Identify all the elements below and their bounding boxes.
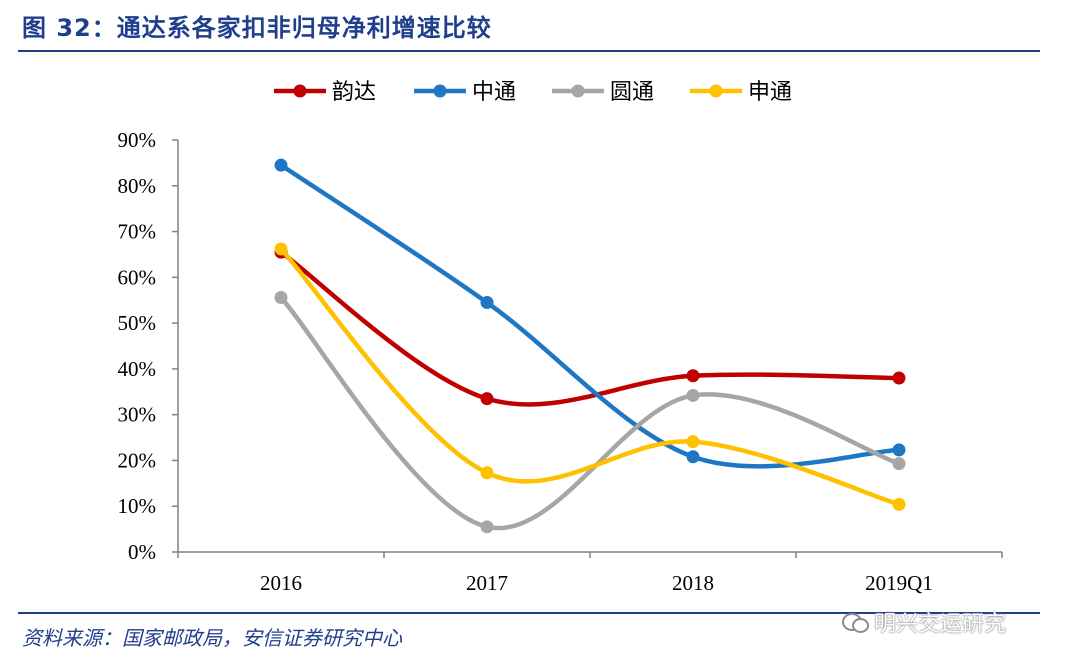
data-point: [480, 520, 494, 534]
legend-label: 圆通: [610, 80, 654, 105]
y-tick-label: 30%: [118, 403, 157, 427]
x-tick-label: 2016: [260, 571, 302, 595]
wechat-icon: [842, 611, 869, 633]
x-tick-label: 2017: [466, 571, 508, 595]
data-point: [274, 242, 288, 256]
chart-legend: 韵达 中通 圆通 申通: [274, 80, 792, 105]
y-tick-label: 40%: [118, 357, 157, 381]
data-point: [274, 158, 288, 172]
title-divider: [18, 50, 1040, 52]
x-tick-label: 2018: [672, 571, 714, 595]
legend-swatch-marker: [293, 84, 307, 98]
y-tick-label: 50%: [118, 311, 157, 335]
watermark: 明兴交运研究: [842, 606, 1006, 638]
data-point: [892, 457, 906, 471]
y-tick-label: 0%: [128, 540, 156, 564]
source-divider: [18, 612, 1040, 614]
data-point: [480, 296, 494, 310]
data-point: [480, 392, 494, 406]
data-point: [686, 369, 700, 383]
legend-label: 申通: [748, 80, 792, 105]
data-point: [686, 450, 700, 464]
source-note: 资料来源：国家邮政局，安信证券研究中心: [22, 626, 402, 650]
data-point: [686, 435, 700, 449]
chart-axes: 0% 10% 20% 30% 40% 50% 60% 70% 80% 90% 2016 2017 201…: [118, 128, 1003, 595]
y-tick-label: 70%: [118, 220, 157, 244]
series-line: [278, 295, 902, 531]
watermark-text: 明兴交运研究: [874, 612, 1007, 637]
x-tick-label: 2019Q1: [865, 571, 933, 595]
y-tick-label: 20%: [118, 448, 157, 472]
legend-label: 中通: [472, 80, 516, 105]
legend-swatch-marker: [571, 84, 585, 98]
y-tick-label: 10%: [118, 494, 157, 518]
y-tick-label: 60%: [118, 265, 157, 289]
data-point: [892, 497, 906, 511]
legend-swatch-marker: [433, 84, 447, 98]
page-title: 图 32：通达系各家扣非归母净利增速比较: [22, 14, 492, 42]
y-tick-label: 90%: [118, 128, 157, 152]
y-tick-label: 80%: [118, 174, 157, 198]
data-point: [274, 290, 288, 304]
legend-label: 韵达: [332, 80, 376, 105]
chart-series: [274, 158, 906, 534]
series-line: [278, 246, 902, 507]
series-line: [278, 162, 902, 469]
legend-swatch-marker: [709, 84, 723, 98]
data-point: [686, 388, 700, 402]
data-point: [892, 371, 906, 385]
data-point: [480, 466, 494, 480]
series-line: [278, 249, 902, 407]
data-point: [892, 443, 906, 457]
